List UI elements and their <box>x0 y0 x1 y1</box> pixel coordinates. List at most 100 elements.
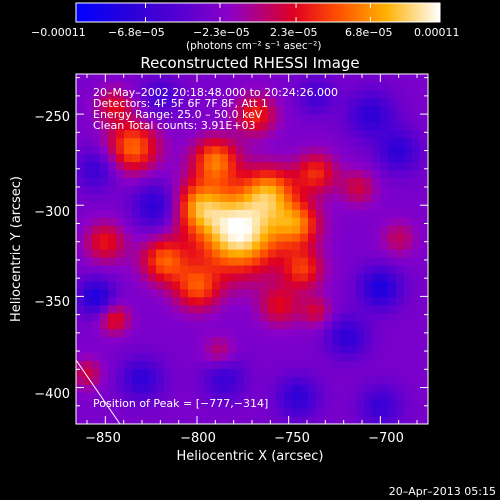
heatmap-cell <box>172 89 181 99</box>
heatmap-cell <box>116 408 125 417</box>
heatmap-cell <box>284 344 293 353</box>
heatmap-cell <box>380 121 389 131</box>
heatmap-cell <box>420 225 428 234</box>
heatmap-cell <box>156 74 165 83</box>
heatmap-cell <box>116 288 125 298</box>
heatmap-cell <box>172 177 181 186</box>
heatmap-cell <box>76 217 85 226</box>
heatmap-cell <box>92 185 101 194</box>
heatmap-cell <box>156 137 165 147</box>
heatmap-cell <box>324 137 333 147</box>
heatmap-cell <box>220 209 229 218</box>
heatmap-cell <box>188 177 197 186</box>
heatmap-cell <box>180 264 189 274</box>
heatmap-cell <box>220 97 229 107</box>
heatmap-cell <box>108 209 117 218</box>
heatmap-cell <box>76 416 85 424</box>
heatmap-cell <box>204 177 213 186</box>
heatmap-cell <box>100 328 109 338</box>
heatmap-cell <box>412 328 421 338</box>
heatmap-cell <box>380 360 389 369</box>
heatmap-cell <box>404 249 413 258</box>
heatmap-cell <box>356 408 365 417</box>
heatmap-cell <box>196 352 205 361</box>
heatmap-cell <box>100 74 109 83</box>
heatmap-cell <box>404 280 413 290</box>
heatmap-cell <box>84 368 93 377</box>
heatmap-cell <box>276 336 285 346</box>
heatmap-cell <box>204 97 213 107</box>
heatmap-cell <box>388 280 397 290</box>
heatmap-cell <box>92 408 101 417</box>
heatmap-cell <box>276 320 285 330</box>
heatmap-cell <box>116 360 125 369</box>
heatmap-cell <box>380 225 389 234</box>
heatmap-cell <box>308 161 317 171</box>
heatmap-cell <box>316 384 325 393</box>
heatmap-cell <box>156 241 165 250</box>
heatmap-cell <box>412 217 421 226</box>
heatmap-cell <box>164 264 173 274</box>
heatmap-cell <box>124 74 133 83</box>
heatmap-cell <box>324 185 333 194</box>
heatmap-cell <box>380 233 389 242</box>
heatmap-cell <box>348 400 357 409</box>
heatmap-cell <box>220 264 229 274</box>
heatmap-cell <box>388 74 397 83</box>
heatmap-cell <box>388 336 397 346</box>
heatmap-cell <box>132 344 141 353</box>
colorbar <box>75 2 441 23</box>
heatmap-cell <box>244 201 253 210</box>
heatmap-cell <box>212 296 221 306</box>
heatmap-cell <box>324 97 333 107</box>
heatmap-cell <box>292 408 301 417</box>
heatmap-cell <box>372 408 381 417</box>
heatmap-cell <box>116 384 125 393</box>
heatmap-cell <box>180 209 189 218</box>
heatmap-cell <box>412 225 421 234</box>
heatmap-cell <box>276 280 285 290</box>
heatmap-cell <box>108 400 117 409</box>
heatmap-cell <box>140 304 149 314</box>
heatmap-cell <box>84 408 93 417</box>
heatmap-cell <box>140 360 149 369</box>
heatmap-cell <box>324 296 333 306</box>
heatmap-cell <box>252 384 261 393</box>
heatmap-cell <box>348 74 357 83</box>
heatmap-cell <box>124 201 133 210</box>
heatmap-cell <box>300 312 309 322</box>
heatmap-cell <box>204 74 213 83</box>
annotation-line: Clean Total counts: 3.91E+03 <box>93 119 256 132</box>
heatmap-cell <box>228 264 237 274</box>
heatmap-cell <box>316 249 325 258</box>
heatmap-cell <box>268 177 277 186</box>
heatmap-cell <box>172 288 181 298</box>
heatmap-cell <box>156 352 165 361</box>
heatmap-cell <box>300 408 309 417</box>
heatmap-cell <box>244 416 253 424</box>
heatmap-cell <box>268 217 277 226</box>
heatmap-cell <box>332 384 341 393</box>
heatmap-cell <box>268 74 277 83</box>
heatmap-cell <box>180 312 189 322</box>
heatmap-cell <box>236 384 245 393</box>
heatmap-cell <box>132 225 141 234</box>
heatmap-cell <box>180 352 189 361</box>
heatmap-cell <box>172 312 181 322</box>
heatmap-cell <box>220 201 229 210</box>
heatmap-cell <box>116 105 125 115</box>
heatmap-cell <box>396 113 405 123</box>
annotation-block: 20–May–2002 20:18:48.000 to 20:24:26.000… <box>93 86 338 132</box>
y-tick-label: −300 <box>34 205 70 220</box>
heatmap-cell <box>276 256 285 266</box>
heatmap-cell <box>396 264 405 274</box>
heatmap-cell <box>180 137 189 147</box>
heatmap-cell <box>212 105 221 115</box>
colorbar-tick-label: −6.8e−05 <box>108 26 165 39</box>
heatmap-cell <box>76 177 85 186</box>
heatmap-cell <box>396 177 405 186</box>
heatmap-cell <box>284 320 293 330</box>
heatmap-cell <box>132 400 141 409</box>
heatmap-cell <box>188 304 197 314</box>
heatmap-cell <box>324 89 333 99</box>
